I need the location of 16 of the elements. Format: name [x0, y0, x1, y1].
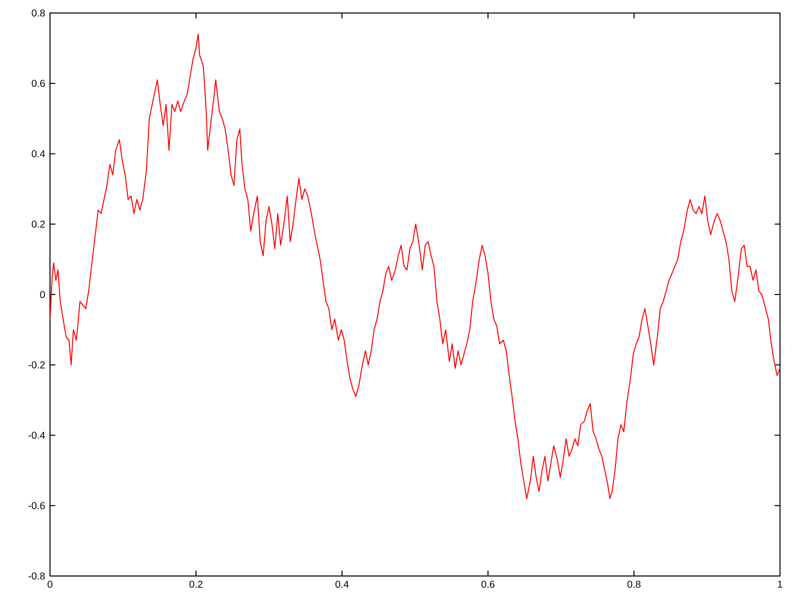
x-tick-label: 0.4 — [335, 580, 349, 588]
y-tick-label: 0.2 — [32, 220, 45, 228]
x-tick-label: 0 — [48, 580, 52, 588]
y-tick-label: -0.2 — [28, 361, 45, 368]
y-tick-label: -0.4 — [28, 432, 45, 439]
x-tick-label: 1 — [778, 580, 782, 588]
y-tick-label: -0.8 — [28, 572, 45, 580]
line-series — [50, 34, 780, 500]
y-tick-label: 0.8 — [32, 9, 45, 17]
x-tick-label: 0.2 — [189, 580, 202, 588]
x-tick-label: 0.8 — [627, 580, 641, 588]
y-tick-label: -0.6 — [28, 502, 45, 510]
y-tick-label: 0.6 — [32, 80, 45, 87]
x-tick-label: 0.6 — [481, 580, 495, 588]
y-tick-label: 0 — [40, 290, 45, 298]
y-tick-label: 0.4 — [32, 150, 45, 158]
